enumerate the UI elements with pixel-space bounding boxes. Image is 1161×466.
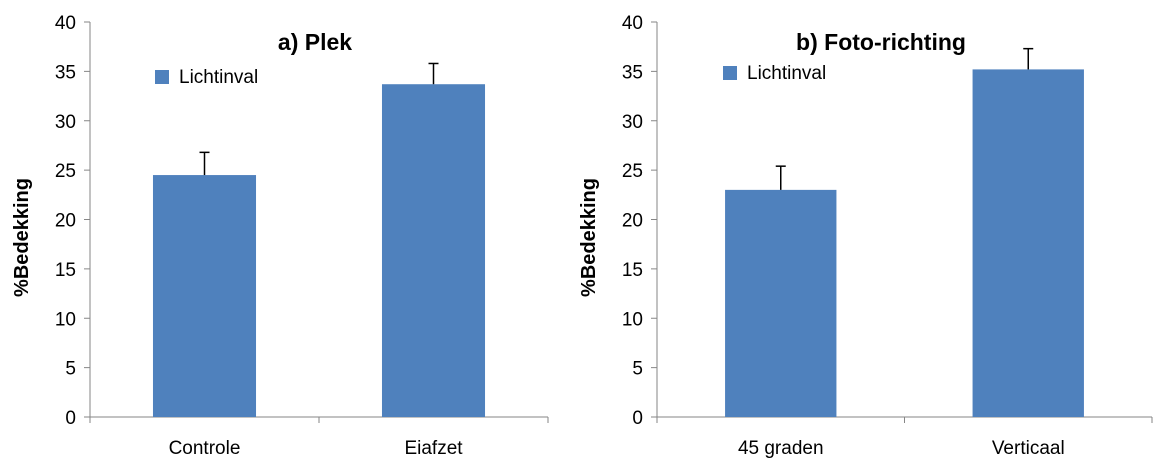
chart-a-title: a) Plek (278, 29, 352, 55)
chart-a-y-tick-label: 0 (65, 408, 76, 429)
chart-a-bar-2 (381, 84, 486, 418)
chart-a-y-tick-label: 25 (55, 161, 76, 182)
chart-b-svg: 0 5 10 15 20 25 30 35 40 45 graden Verticaal b) Fot… (580, 13, 1153, 459)
chart-b-bar-2 (972, 69, 1084, 418)
chart-b-y-tick-label: 0 (632, 408, 643, 429)
chart-a-y-tick-label: 20 (55, 211, 76, 232)
chart-b-y-tick-label: 5 (632, 359, 643, 380)
chart-panel-a: 0 5 10 15 20 25 30 35 40 Controle Eiafzet a) Plek %B… (0, 0, 580, 466)
chart-b-y-tick-label: 35 (622, 62, 643, 83)
chart-a-y-tick-label: 30 (55, 112, 76, 133)
chart-b-legend-swatch (723, 66, 737, 80)
chart-a-y-tick-label: 15 (55, 260, 76, 281)
chart-a-category-label-1: Controle (169, 438, 241, 459)
chart-a-y-tick-label: 35 (55, 62, 76, 83)
chart-b-y-tick-label: 40 (622, 13, 643, 34)
chart-b-title: b) Foto-richting (796, 29, 966, 55)
chart-panel-b: 0 5 10 15 20 25 30 35 40 45 graden Verticaal b) Fot… (580, 0, 1160, 466)
chart-a-y-axis-title: %Bedekking (11, 178, 33, 297)
chart-b-y-tick-label: 30 (622, 112, 643, 133)
chart-b-legend-label: Lichtinval (747, 63, 826, 84)
chart-b-category-label-2: Verticaal (992, 438, 1065, 459)
chart-a-y-tick-label: 5 (65, 359, 76, 380)
chart-a-y-tick-label: 10 (55, 309, 76, 330)
chart-a-y-tick-label: 40 (55, 13, 76, 34)
chart-b-y-tick-label: 25 (622, 161, 643, 182)
chart-a-svg: 0 5 10 15 20 25 30 35 40 Controle Eiafzet a) Plek %B… (11, 13, 549, 459)
chart-b-y-tick-label: 20 (622, 211, 643, 232)
chart-a-bar-1 (152, 175, 257, 417)
chart-b-y-axis-title: %Bedekking (580, 178, 600, 297)
chart-a-legend-swatch (155, 70, 169, 84)
chart-a-legend-label: Lichtinval (179, 67, 258, 88)
chart-b-category-label-1: 45 graden (738, 438, 824, 459)
chart-a-category-label-2: Eiafzet (404, 438, 463, 459)
chart-b-y-tick-label: 15 (622, 260, 643, 281)
chart-b-y-tick-label: 10 (622, 309, 643, 330)
chart-b-bar-1 (725, 189, 837, 417)
